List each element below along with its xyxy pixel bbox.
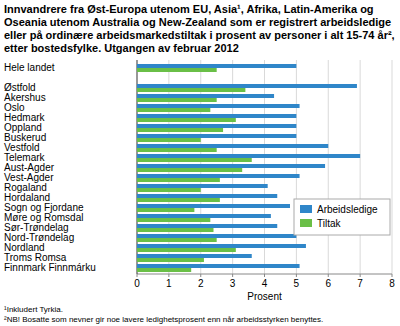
title-line: Innvandrere fra Øst-Europa utenom EU, As… xyxy=(4,3,374,15)
footnote: ¹Inkludert Tyrkia. xyxy=(4,305,63,314)
bar xyxy=(137,224,277,228)
bars xyxy=(137,64,360,272)
bar xyxy=(137,144,328,148)
bar xyxy=(137,84,357,88)
bar xyxy=(137,154,360,158)
legend-swatch xyxy=(300,219,312,227)
bar xyxy=(137,164,325,168)
bar xyxy=(137,124,296,128)
bar xyxy=(137,178,220,182)
x-axis-label: Prosent xyxy=(247,291,282,302)
bar xyxy=(137,88,245,92)
bar xyxy=(137,214,271,218)
tick-label: 7 xyxy=(357,278,363,289)
grid-line xyxy=(392,60,393,274)
bar xyxy=(137,254,252,258)
tick-label: 1 xyxy=(166,278,172,289)
tick-label: 3 xyxy=(230,278,236,289)
category-label: Finnmark Finnmárku xyxy=(4,262,96,273)
bar xyxy=(137,238,217,242)
bar xyxy=(137,248,236,252)
legend-label: Tiltak xyxy=(317,218,342,229)
bar xyxy=(137,174,300,178)
bar xyxy=(137,64,296,68)
bar xyxy=(137,68,217,72)
x-axis xyxy=(137,274,392,275)
tick-label: 5 xyxy=(294,278,300,289)
bar xyxy=(137,98,217,102)
bar xyxy=(137,208,194,212)
bar xyxy=(137,194,277,198)
grid-line xyxy=(328,60,329,274)
legend-label: Arbeidsledige xyxy=(317,204,378,215)
tick-label: 8 xyxy=(389,278,395,289)
tick-label: 6 xyxy=(325,278,331,289)
bar xyxy=(137,118,236,122)
bar xyxy=(137,148,217,152)
bar xyxy=(137,134,296,138)
bar xyxy=(137,218,210,222)
bar xyxy=(137,264,300,268)
footnote: ²NB! Bosatte som nevner gir noe lavere l… xyxy=(4,315,323,324)
bar xyxy=(137,94,274,98)
tick-label: 2 xyxy=(198,278,204,289)
bar xyxy=(137,198,220,202)
bar xyxy=(137,108,210,112)
bar xyxy=(137,258,204,262)
bar xyxy=(137,234,296,238)
bar xyxy=(137,188,201,192)
tick-label: 4 xyxy=(262,278,268,289)
bar xyxy=(137,168,242,172)
bar xyxy=(137,114,296,118)
bar xyxy=(137,184,268,188)
bar xyxy=(137,138,201,142)
title-line: etter bostedsfylke. Utgangen av februar … xyxy=(4,42,239,54)
bar xyxy=(137,228,214,232)
bar xyxy=(137,128,223,132)
bar xyxy=(137,158,252,162)
bar xyxy=(137,104,300,108)
bar xyxy=(137,268,191,272)
tick-label: 0 xyxy=(134,278,140,289)
title: Innvandrere fra Øst-Europa utenom EU, As… xyxy=(4,3,395,54)
title-line: Oseania utenom Australia og New-Zealand … xyxy=(4,16,391,28)
bar xyxy=(137,244,306,248)
grid-line xyxy=(360,60,361,274)
category-label: Hele landet xyxy=(4,62,55,73)
legend-box xyxy=(294,199,390,235)
legend-swatch xyxy=(300,205,312,213)
title-line: eller på ordinære arbeidsmarkedstiltak i… xyxy=(4,29,395,41)
bar xyxy=(137,204,290,208)
